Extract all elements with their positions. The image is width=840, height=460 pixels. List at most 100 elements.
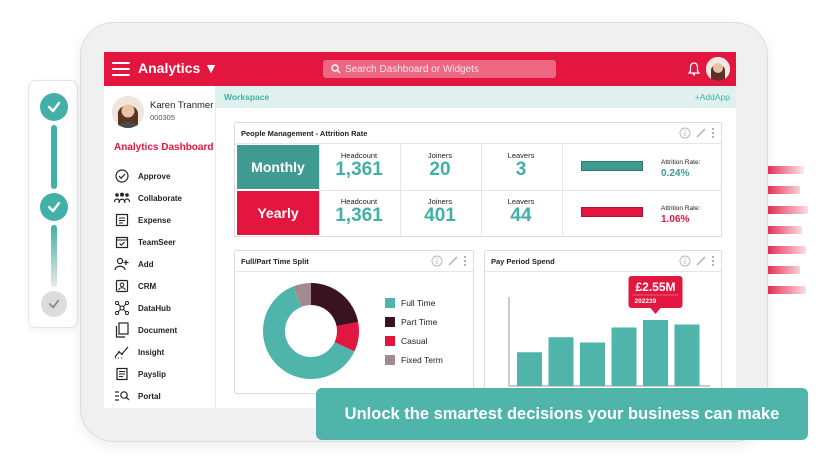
progress-line	[51, 125, 57, 189]
cta-banner[interactable]: Unlock the smartest decisions your busin…	[316, 388, 808, 440]
info-icon[interactable]	[679, 127, 691, 139]
progress-line	[51, 225, 57, 287]
info-icon[interactable]	[679, 255, 691, 267]
step-pending-icon	[41, 291, 67, 317]
decor-stripe	[762, 166, 804, 174]
edit-icon[interactable]	[695, 255, 707, 267]
sidebar-item-approve[interactable]: Approve	[114, 168, 170, 184]
split-panel: Full/Part Time Split Full Time Part Time…	[234, 250, 474, 394]
monthly-label: Monthly	[237, 145, 319, 189]
callout-period: 202239	[635, 298, 657, 305]
legend-fixed-term: Fixed Term	[385, 355, 443, 365]
search-box[interactable]	[323, 60, 556, 78]
divider	[485, 271, 721, 272]
bar-3[interactable]	[580, 342, 605, 387]
progress-card	[28, 80, 78, 328]
panel-title: Pay Period Spend	[491, 257, 555, 266]
legend-casual: Casual	[385, 336, 427, 346]
legend-label: Casual	[401, 336, 428, 346]
metric-value: 1,361	[335, 205, 383, 226]
attrition-rate-label: Attrition Rate:	[661, 205, 701, 212]
hamburger-menu-icon[interactable]	[112, 62, 130, 76]
sidebar-item-teamseer[interactable]: TeamSeer	[114, 234, 176, 250]
sidebar-item-insight[interactable]: Insight	[114, 344, 164, 360]
decor-stripe	[762, 206, 808, 214]
more-icon[interactable]	[463, 255, 467, 267]
documents-icon	[114, 322, 130, 338]
sidebar-item-portal[interactable]: Portal	[114, 388, 161, 404]
trend-icon	[114, 344, 130, 360]
yearly-leavers: Leavers 44	[481, 197, 561, 226]
donut-slice-casual[interactable]	[334, 322, 359, 352]
metric-label: Leavers	[507, 197, 535, 206]
monthly-leavers: Leavers 3	[481, 151, 561, 180]
bar-2[interactable]	[548, 337, 574, 386]
add-app-link[interactable]: +AddApp	[694, 92, 730, 102]
user-id: 000305	[150, 113, 176, 122]
decor-stripe	[762, 186, 800, 194]
contact-card-icon	[114, 278, 130, 294]
people-icon	[114, 190, 130, 206]
divider	[319, 144, 320, 237]
metric-label: Leavers	[507, 151, 535, 160]
decor-stripe	[762, 226, 802, 234]
portal-search-icon	[114, 388, 130, 404]
divider	[235, 271, 473, 272]
sidebar: Karen Tranmer 000305 Analytics Dashboard…	[104, 86, 216, 408]
more-icon[interactable]	[711, 127, 715, 139]
bar-6[interactable]	[674, 324, 700, 387]
sidebar-item-payslip[interactable]: Payslip	[114, 366, 166, 382]
sidebar-item-expense[interactable]: Expense	[114, 212, 171, 228]
more-icon[interactable]	[711, 255, 715, 267]
sidebar-item-crm[interactable]: CRM	[114, 278, 156, 294]
yearly-label: Yearly	[237, 191, 319, 235]
metric-value: 20	[429, 159, 451, 180]
panel-tools	[431, 255, 467, 267]
metric-label: Joiners	[427, 197, 453, 206]
bar-4[interactable]	[611, 327, 637, 387]
monthly-joiners: Joiners 20	[400, 151, 480, 180]
app-title-dropdown[interactable]: Analytics ▼	[138, 60, 218, 76]
panel-title: Full/Part Time Split	[241, 257, 309, 266]
donut-slice-full-time[interactable]	[263, 286, 355, 379]
donut-slice-fixed-term[interactable]	[293, 283, 311, 307]
sidebar-item-collaborate[interactable]: Collaborate	[114, 190, 182, 206]
metric-label: Headcount	[340, 197, 378, 206]
edit-icon[interactable]	[695, 127, 707, 139]
avatar[interactable]	[706, 57, 730, 81]
donut-chart	[263, 283, 359, 379]
legend-swatch	[385, 336, 395, 346]
panel-tools	[679, 255, 715, 267]
legend-swatch	[385, 355, 395, 365]
callout-value: £2.55M	[635, 280, 675, 294]
attrition-panel: People Management - Attrition Rate Month…	[234, 122, 722, 237]
spend-panel: Pay Period Spend £2.55M 202239	[484, 250, 722, 394]
donut-slice-part-time[interactable]	[311, 283, 359, 327]
decor-stripe	[762, 286, 806, 294]
payslip-icon	[114, 366, 130, 382]
decor-stripe	[762, 246, 806, 254]
edit-icon[interactable]	[447, 255, 459, 267]
info-icon[interactable]	[431, 255, 443, 267]
workspace-bar: Workspace +AddApp	[216, 86, 736, 108]
app-screen: Analytics ▼ Karen Tranmer 000305 Analyti…	[104, 52, 736, 408]
sidebar-item-datahub[interactable]: DataHub	[114, 300, 171, 316]
bar-5[interactable]	[643, 320, 668, 386]
sidebar-item-document[interactable]: Document	[114, 322, 177, 338]
attrition-rate-label: Attrition Rate:	[661, 159, 701, 166]
legend-label: Part Time	[401, 317, 438, 327]
receipt-icon	[114, 212, 130, 228]
sidebar-item-label: Collaborate	[138, 193, 183, 203]
sidebar-item-label: Approve	[138, 171, 171, 181]
sidebar-item-label: TeamSeer	[138, 237, 176, 247]
sidebar-item-add[interactable]: Add	[114, 256, 154, 272]
step-complete-icon	[40, 193, 68, 221]
divider	[319, 190, 721, 191]
search-input[interactable]	[345, 63, 545, 75]
yearly-joiners: Joiners 401	[400, 197, 480, 226]
bell-icon[interactable]	[688, 62, 700, 76]
bar-1[interactable]	[517, 352, 542, 386]
sidebar-item-label: Add	[138, 259, 154, 269]
sidebar-item-label: CRM	[138, 281, 157, 291]
